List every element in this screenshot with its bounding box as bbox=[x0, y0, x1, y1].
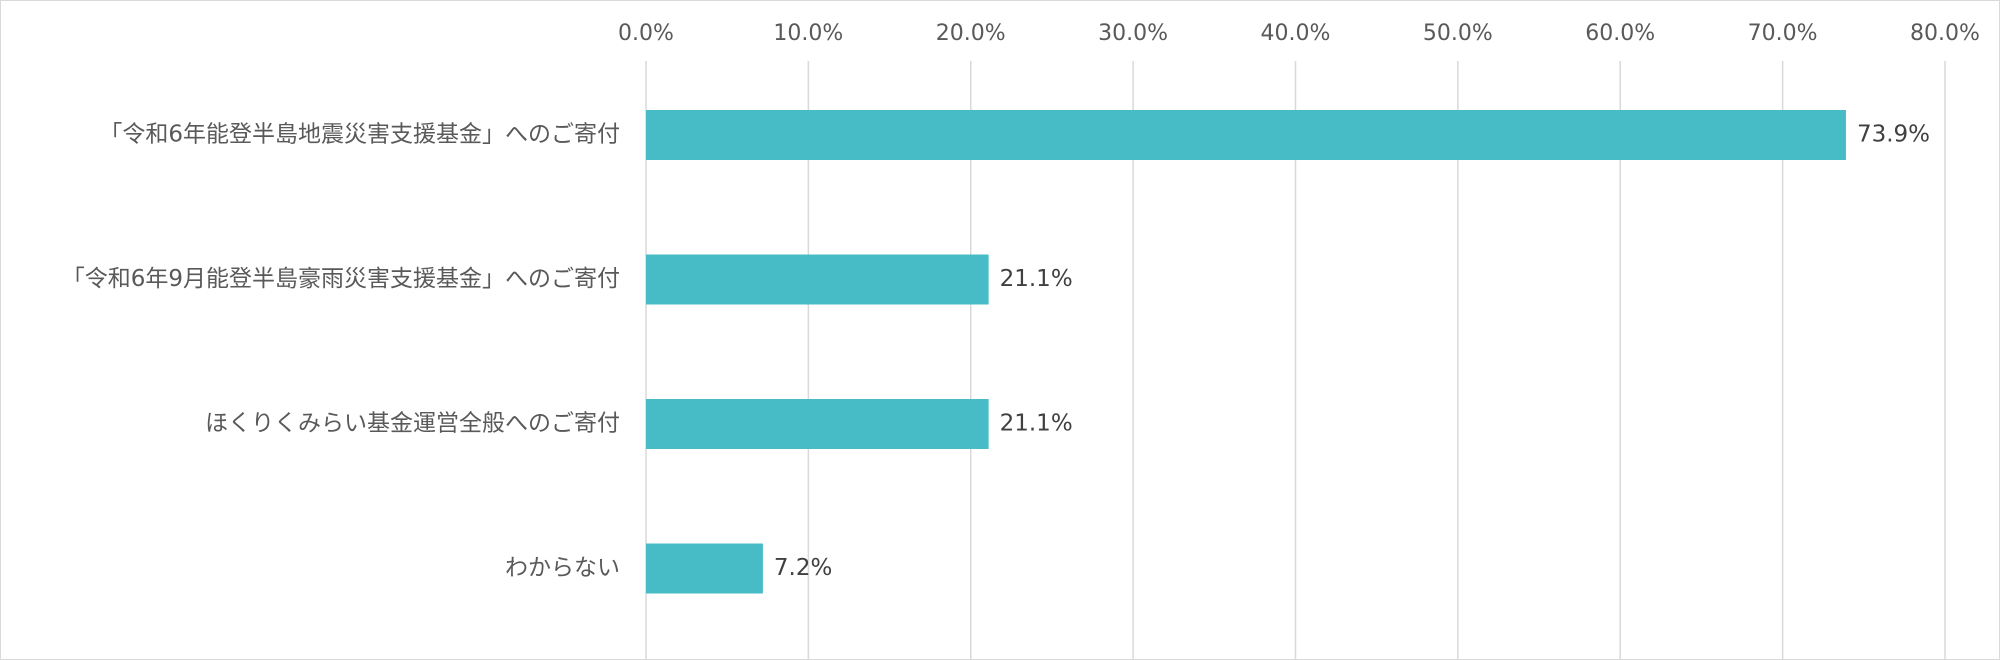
category-label: わからない bbox=[505, 555, 620, 581]
data-label: 21.1% bbox=[1000, 266, 1073, 292]
x-tick-label: 0.0% bbox=[618, 21, 674, 46]
x-tick-label: 80.0% bbox=[1910, 21, 1980, 46]
data-label: 73.9% bbox=[1857, 122, 1930, 148]
x-tick-label: 50.0% bbox=[1423, 21, 1493, 46]
x-tick-label: 30.0% bbox=[1098, 21, 1168, 46]
bar bbox=[646, 254, 989, 305]
category-label: 「令和6年9月能登半島豪雨災害支援基金」へのご寄付 bbox=[62, 266, 620, 292]
data-label: 7.2% bbox=[774, 555, 832, 581]
bar bbox=[646, 399, 989, 449]
data-label: 21.1% bbox=[1000, 411, 1073, 437]
x-tick-label: 70.0% bbox=[1748, 21, 1818, 46]
x-tick-label: 20.0% bbox=[936, 21, 1006, 46]
x-tick-label: 60.0% bbox=[1585, 21, 1655, 46]
category-label: 「令和6年能登半島地震災害支援基金」へのご寄付 bbox=[99, 122, 620, 148]
x-tick-label: 10.0% bbox=[773, 21, 843, 46]
category-label: ほくりくみらい基金運営全般へのご寄付 bbox=[205, 411, 620, 437]
bar bbox=[646, 110, 1846, 160]
x-tick-label: 40.0% bbox=[1261, 21, 1331, 46]
bar bbox=[646, 543, 763, 594]
